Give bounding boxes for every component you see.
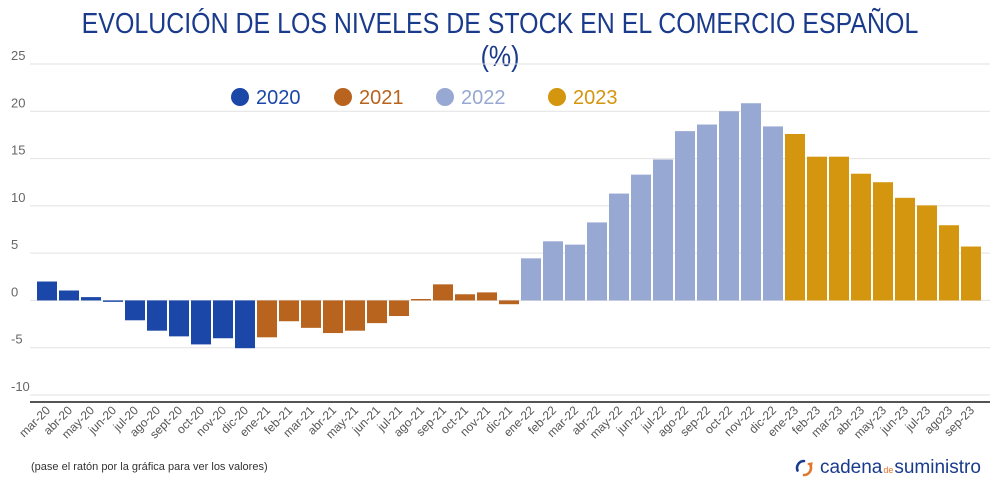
- legend-marker-2021: [334, 88, 352, 106]
- y-tick-label: 10: [11, 190, 25, 205]
- y-tick-label: -10: [11, 379, 30, 394]
- legend-label-2022[interactable]: 2022: [461, 87, 506, 109]
- bar-jun-20[interactable]: [103, 300, 123, 302]
- bar-jun-21[interactable]: [367, 300, 387, 324]
- bar-ene-21[interactable]: [257, 300, 277, 338]
- legend-label-2021[interactable]: 2021: [359, 87, 404, 109]
- y-axis-ticks: 25 20 15 10 5 0 -5 -10: [11, 48, 30, 394]
- bar-sept-20[interactable]: [169, 300, 189, 337]
- brand-text-de: de: [883, 465, 894, 475]
- bar-ago23[interactable]: [939, 225, 959, 301]
- bar-ago-21[interactable]: [411, 299, 431, 301]
- bar-may-20[interactable]: [81, 297, 101, 301]
- bar-jun-23[interactable]: [895, 197, 915, 301]
- legend-label-2023[interactable]: 2023: [573, 87, 618, 109]
- bar-jun-22[interactable]: [631, 174, 651, 301]
- bar-sep-22[interactable]: [697, 124, 717, 301]
- bar-may-21[interactable]: [345, 300, 365, 331]
- y-tick-label: 20: [11, 95, 25, 110]
- bar-oct-22[interactable]: [719, 111, 739, 301]
- bar-sep-23[interactable]: [961, 246, 981, 301]
- legend-marker-2020: [231, 88, 249, 106]
- y-tick-label: 15: [11, 143, 25, 158]
- x-axis-ticks: mar-20abr-20may-20jun-20jul-20ago-20sept…: [16, 403, 977, 441]
- y-tick-label: 25: [11, 48, 25, 63]
- bar-abr-20[interactable]: [59, 290, 79, 301]
- legend-marker-2023: [548, 88, 566, 106]
- bar-abr-21[interactable]: [323, 300, 343, 334]
- bar-ene-22[interactable]: [521, 258, 541, 301]
- bar-feb-21[interactable]: [279, 300, 299, 322]
- bar-jul-21[interactable]: [389, 300, 409, 317]
- y-tick-label: -5: [11, 332, 23, 347]
- legend-label-2020[interactable]: 2020: [256, 87, 301, 109]
- bar-jul-22[interactable]: [653, 159, 673, 301]
- bar-dic-22[interactable]: [763, 126, 783, 301]
- hover-hint-note: (pase el ratón por la gráfica para ver l…: [31, 461, 268, 473]
- bar-abr-23[interactable]: [851, 173, 871, 301]
- bar-may-22[interactable]: [609, 193, 629, 301]
- bar-nov-21[interactable]: [477, 292, 497, 301]
- bar-ene-23[interactable]: [785, 133, 805, 301]
- bar-sep-21[interactable]: [433, 284, 453, 301]
- bar-mar-21[interactable]: [301, 300, 321, 328]
- bar-ago-20[interactable]: [147, 300, 167, 331]
- bar-oct-21[interactable]: [455, 294, 475, 301]
- bar-oct-20[interactable]: [191, 300, 211, 345]
- bar-dic-21[interactable]: [499, 300, 519, 305]
- bar-ago-22[interactable]: [675, 131, 695, 301]
- y-tick-label: 5: [11, 237, 18, 252]
- bar-abr-22[interactable]: [587, 222, 607, 301]
- bar-feb-22[interactable]: [543, 241, 563, 301]
- brand-text-suministro: suministro: [894, 457, 981, 478]
- bar-may-23[interactable]: [873, 182, 893, 301]
- brand-text-cadena: cadena: [820, 457, 883, 478]
- y-tick-label: 0: [11, 284, 18, 299]
- bar-jul-20[interactable]: [125, 300, 145, 321]
- bar-feb-23[interactable]: [807, 156, 827, 301]
- bar-mar-22[interactable]: [565, 244, 585, 301]
- brand-logo: cadena de suministro: [794, 457, 981, 479]
- bar-dic-20[interactable]: [235, 300, 255, 349]
- chart-title: EVOLUCIÓN DE LOS NIVELES DE STOCK EN EL …: [81, 8, 919, 73]
- bar-jul-23[interactable]: [917, 205, 937, 301]
- bar-mar-23[interactable]: [829, 156, 849, 301]
- bar-nov-20[interactable]: [213, 300, 233, 339]
- legend-marker-2022: [436, 88, 454, 106]
- brand-cycle-icon: [795, 459, 813, 477]
- bars: [37, 103, 981, 349]
- bar-mar-20[interactable]: [37, 281, 57, 301]
- bar-nov-22[interactable]: [741, 103, 761, 301]
- legend: 2020 2021 2022 2023: [231, 87, 618, 109]
